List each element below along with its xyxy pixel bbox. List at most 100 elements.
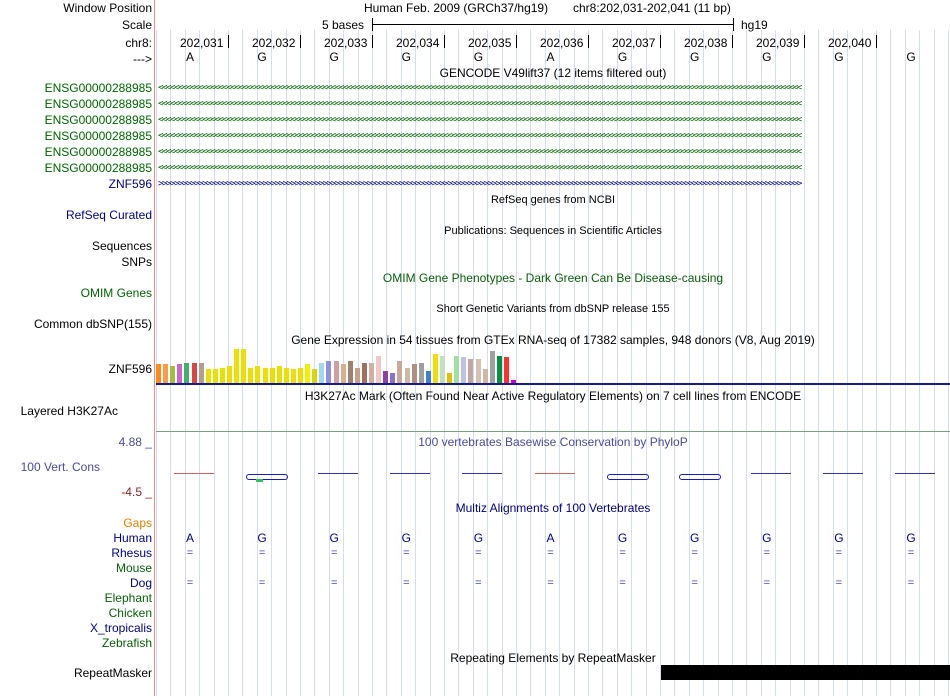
gtex-tissue-bar[interactable] [219,368,225,383]
gtex-tissue-bar[interactable] [205,369,211,383]
phylop-min-label: -4.5 _ [121,485,152,499]
gtex-tissue-bar[interactable] [269,368,275,383]
gtex-tissue-bar[interactable] [241,349,247,383]
gtex-tissue-bar[interactable] [454,356,460,383]
gtex-tissue-bar[interactable] [354,368,360,383]
gtex-tissue-bar[interactable] [461,357,467,383]
gtex-tissue-bar[interactable] [290,369,296,383]
gtex-tissue-bar[interactable] [404,368,410,383]
dbsnp-track-label[interactable]: Common dbSNP(155) [33,317,152,331]
phylop-track-label[interactable]: 100 Vert. Cons [20,460,100,474]
snps-track-label[interactable]: SNPs [121,255,152,269]
gtex-tissue-bar[interactable] [248,368,254,383]
gtex-tissue-bar[interactable] [496,356,502,383]
gencode-feature-reverse[interactable]: <<<<<<<<<<<<<<<<<<<<<<<<<<<<<<<<<<<<<<<<… [158,99,802,109]
gtex-track-label[interactable]: ZNF596 [108,362,152,376]
grid-line [876,30,877,696]
gtex-tissue-bar[interactable] [255,366,261,383]
gencode-feature-reverse[interactable]: <<<<<<<<<<<<<<<<<<<<<<<<<<<<<<<<<<<<<<<<… [158,163,802,173]
phylop-score-mark[interactable] [750,473,791,474]
gtex-tissue-bar[interactable] [283,368,289,383]
gencode-znf596-label[interactable]: ZNF596 [108,177,152,191]
gtex-tissue-bar[interactable] [503,357,509,383]
gtex-tissue-bar[interactable] [425,371,431,383]
gencode-item-label[interactable]: ENSG00000288985 [44,129,152,143]
gtex-tissue-bar[interactable] [333,361,339,383]
gtex-tissue-bar[interactable] [326,361,332,383]
gencode-item-label[interactable]: ENSG00000288985 [44,97,152,111]
gtex-tissue-bar[interactable] [475,359,481,383]
gtex-tissue-bar[interactable] [411,364,417,383]
phylop-score-mark[interactable] [534,473,575,474]
gtex-tissue-bar[interactable] [319,363,325,383]
multiz-match-symbol: = [691,547,698,559]
multiz-species-gaps: Gaps [123,516,152,530]
gtex-tissue-bar[interactable] [361,363,367,383]
phylop-score-mark[interactable] [822,473,863,474]
gtex-tissue-bar[interactable] [312,369,318,383]
gtex-tissue-bar[interactable] [489,351,495,383]
gencode-item-label[interactable]: ENSG00000288985 [44,113,152,127]
gtex-tissue-bar[interactable] [156,364,161,383]
gtex-tissue-bar[interactable] [432,354,438,383]
gtex-tissue-bar[interactable] [305,364,311,383]
gtex-tissue-bar[interactable] [184,363,190,383]
gtex-tissue-bar[interactable] [234,349,240,383]
gtex-tissue-bar[interactable] [276,366,282,383]
gtex-tissue-bar[interactable] [482,369,488,383]
grid-line [833,30,834,696]
grid-line [257,30,258,696]
gtex-tissue-bar[interactable] [227,366,232,383]
phylop-score-mark[interactable] [606,474,649,480]
gtex-bar-chart[interactable] [156,349,556,383]
gtex-tissue-bar[interactable] [191,363,197,383]
gtex-tissue-bar[interactable] [418,363,424,383]
publications-track-label[interactable]: Sequences [91,239,152,253]
gtex-tissue-bar[interactable] [298,368,303,383]
gtex-tissue-bar[interactable] [198,363,204,383]
phylop-score-mark[interactable] [174,473,214,474]
gtex-tissue-bar[interactable] [163,364,169,383]
gtex-tissue-bar[interactable] [262,368,268,383]
gtex-tissue-bar[interactable] [383,371,389,383]
gtex-tissue-bar[interactable] [376,356,382,383]
h3k27ac-track-label[interactable]: Layered H3K27Ac [20,404,118,418]
gencode-feature-forward[interactable]: >>>>>>>>>>>>>>>>>>>>>>>>>>>>>>>>>>>>>>>>… [158,179,802,189]
gencode-feature-reverse[interactable]: <<<<<<<<<<<<<<<<<<<<<<<<<<<<<<<<<<<<<<<<… [158,83,802,93]
gtex-tissue-bar[interactable] [447,373,453,383]
gtex-tissue-bar[interactable] [511,380,516,383]
gtex-tissue-bar[interactable] [397,361,403,383]
multiz-match-symbol: = [547,577,554,589]
gencode-item-label[interactable]: ENSG00000288985 [44,161,152,175]
gencode-item-label[interactable]: ENSG00000288985 [44,81,152,95]
gtex-tissue-bar[interactable] [440,356,445,383]
multiz-match-symbol: = [258,577,266,589]
gencode-item-label[interactable]: ENSG00000288985 [44,145,152,159]
omim-track-label[interactable]: OMIM Genes [80,286,152,300]
phylop-score-mark[interactable] [390,473,431,474]
gtex-tissue-bar[interactable] [468,359,474,383]
multiz-match-symbol: = [691,577,698,589]
grid-line [156,30,157,696]
gtex-tissue-bar[interactable] [212,369,218,383]
phylop-score-mark[interactable] [678,474,721,480]
chromosome-label: chr8: [125,36,152,50]
gtex-tissue-bar[interactable] [347,361,353,383]
phylop-score-mark[interactable] [462,473,503,474]
multiz-match-symbol: = [475,547,482,559]
refseq-track-label[interactable]: RefSeq Curated [65,208,152,222]
repeatmasker-element[interactable] [661,665,950,680]
phylop-score-mark[interactable] [895,473,935,474]
gtex-tissue-bar[interactable] [170,366,176,383]
gtex-tissue-bar[interactable] [369,363,374,383]
gencode-feature-reverse[interactable]: <<<<<<<<<<<<<<<<<<<<<<<<<<<<<<<<<<<<<<<<… [158,115,802,125]
repeatmasker-track-label[interactable]: RepeatMasker [73,666,152,680]
phylop-score-mark[interactable] [318,473,359,474]
gtex-tissue-bar[interactable] [390,373,396,383]
gencode-feature-reverse[interactable]: <<<<<<<<<<<<<<<<<<<<<<<<<<<<<<<<<<<<<<<<… [158,147,802,157]
gtex-tissue-bar[interactable] [177,364,183,383]
gencode-feature-reverse[interactable]: <<<<<<<<<<<<<<<<<<<<<<<<<<<<<<<<<<<<<<<<… [158,131,802,141]
gtex-tissue-bar[interactable] [340,364,346,383]
phylop-score-mark[interactable] [246,474,289,480]
